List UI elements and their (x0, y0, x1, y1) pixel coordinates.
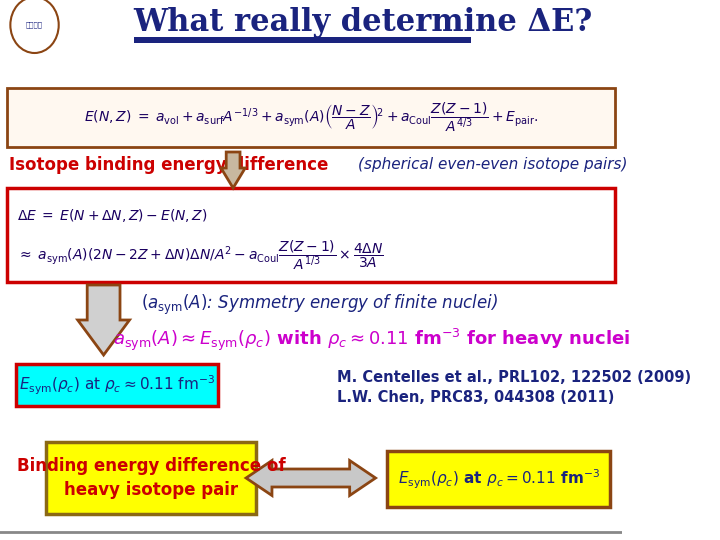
Polygon shape (246, 461, 376, 496)
FancyBboxPatch shape (46, 442, 256, 514)
FancyBboxPatch shape (420, 37, 437, 43)
Text: $\Delta E\; =\; E(N+\Delta N, Z) - E(N, Z)$: $\Delta E\; =\; E(N+\Delta N, Z) - E(N, … (17, 206, 208, 224)
FancyBboxPatch shape (269, 37, 285, 43)
FancyBboxPatch shape (7, 88, 615, 147)
Text: $(a_{\rm sym}(A)$: Symmetry energy of finite nuclei): $(a_{\rm sym}(A)$: Symmetry energy of fi… (141, 293, 498, 317)
Text: M. Centelles et al., PRL102, 122502 (2009): M. Centelles et al., PRL102, 122502 (200… (337, 370, 690, 386)
FancyBboxPatch shape (387, 37, 403, 43)
Text: $E_{\rm sym}(\rho_c)$ at $\rho_c\approx 0.11$ fm$^{-3}$: $E_{\rm sym}(\rho_c)$ at $\rho_c\approx … (19, 373, 215, 397)
FancyBboxPatch shape (353, 37, 369, 43)
FancyBboxPatch shape (336, 37, 353, 43)
FancyBboxPatch shape (235, 37, 252, 43)
FancyBboxPatch shape (201, 37, 218, 43)
Text: $E_{\rm sym}(\rho_c)$ at $\rho_c = 0.11$ fm$^{-3}$: $E_{\rm sym}(\rho_c)$ at $\rho_c = 0.11$… (397, 467, 600, 491)
Text: Binding energy difference of
heavy isotope pair: Binding energy difference of heavy isoto… (17, 457, 285, 499)
FancyBboxPatch shape (7, 188, 615, 282)
FancyBboxPatch shape (168, 37, 184, 43)
Text: (spherical even-even isotope pairs): (spherical even-even isotope pairs) (359, 158, 628, 172)
FancyBboxPatch shape (252, 37, 269, 43)
FancyBboxPatch shape (134, 37, 471, 43)
FancyBboxPatch shape (0, 0, 621, 45)
FancyBboxPatch shape (454, 37, 471, 43)
FancyBboxPatch shape (218, 37, 235, 43)
Text: $a_{\rm sym}(A)\approx E_{\rm sym}(\rho_c)$ with $\rho_c\approx 0.11$ fm$^{-3}$ : $a_{\rm sym}(A)\approx E_{\rm sym}(\rho_… (113, 327, 630, 353)
FancyBboxPatch shape (16, 364, 217, 406)
Text: L.W. Chen, PRC83, 044308 (2011): L.W. Chen, PRC83, 044308 (2011) (337, 389, 614, 404)
Text: $E(N,Z)\; =\; a_{\rm vol} + a_{\rm surf}A^{-1/3} + a_{\rm sym}(A)\left(\dfrac{N-: $E(N,Z)\; =\; a_{\rm vol} + a_{\rm surf}… (84, 100, 538, 134)
Text: 上海交大: 上海交大 (26, 22, 43, 28)
FancyBboxPatch shape (134, 37, 150, 43)
Polygon shape (221, 152, 246, 188)
FancyBboxPatch shape (437, 37, 454, 43)
FancyBboxPatch shape (285, 37, 302, 43)
FancyBboxPatch shape (150, 37, 168, 43)
FancyBboxPatch shape (369, 37, 387, 43)
FancyBboxPatch shape (387, 451, 611, 507)
Text: $\approx\; a_{\rm sym}(A)(2N - 2Z + \Delta N)\Delta N/A^2 - a_{\rm Coul}\dfrac{Z: $\approx\; a_{\rm sym}(A)(2N - 2Z + \Del… (17, 238, 384, 272)
FancyBboxPatch shape (302, 37, 319, 43)
FancyBboxPatch shape (184, 37, 201, 43)
Polygon shape (78, 285, 130, 355)
FancyBboxPatch shape (403, 37, 420, 43)
Text: Isotope binding energy difference: Isotope binding energy difference (9, 156, 328, 174)
Text: What really determine ΔE?: What really determine ΔE? (133, 6, 593, 37)
FancyBboxPatch shape (319, 37, 336, 43)
